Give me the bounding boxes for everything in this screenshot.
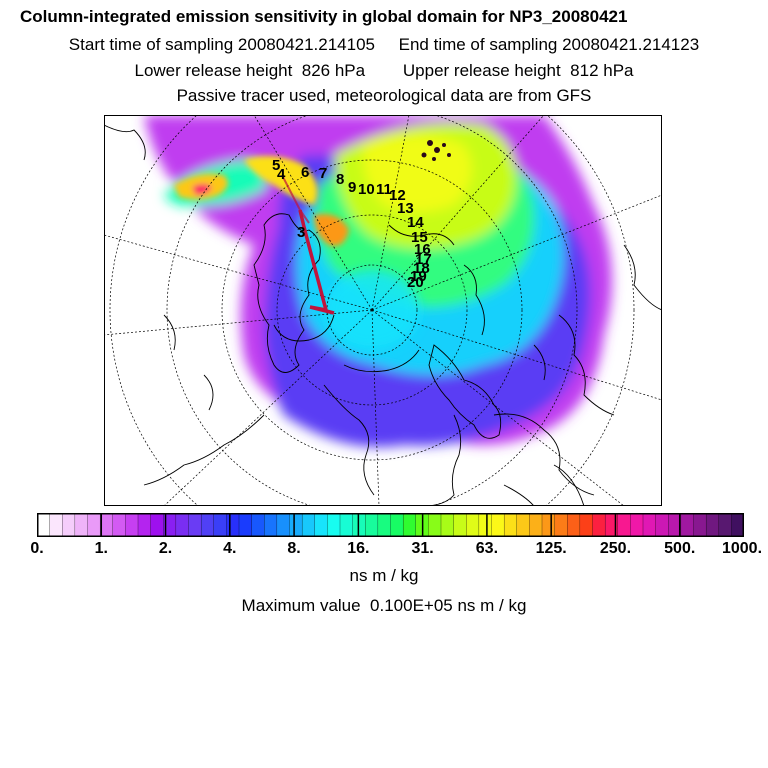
colorbar-cell [630, 513, 644, 537]
trajectory-label: 7 [319, 165, 327, 182]
trajectory-label: 6 [301, 164, 309, 181]
colorbar-tick-label: 500. [664, 540, 696, 557]
sampling-times: Start time of sampling 20080421.214105 E… [68, 35, 700, 54]
colorbar-cell [37, 513, 51, 537]
colorbar-cell [705, 513, 720, 537]
trajectory-label: 12 [389, 187, 406, 204]
colorbar-cell [529, 513, 543, 537]
high-sensitivity-patches [421, 140, 451, 161]
colorbar-cell [238, 513, 253, 537]
trajectory-label: 16 [414, 241, 431, 258]
trajectory-label: 5 [272, 157, 280, 174]
trajectory-labels: 3 5 4 6 7 8 9 10 11 12 13 14 15 16 17 18… [272, 157, 432, 291]
colorbar-cell [491, 513, 505, 537]
sensitivity-map: 3 5 4 6 7 8 9 10 11 12 13 14 15 16 17 18… [104, 115, 662, 506]
colorbar-tick-label: 0. [30, 540, 44, 557]
colorbar-cell [74, 513, 88, 537]
colorbar-cell [188, 513, 202, 537]
maximum-value: Maximum value 0.100E+05 ns m / kg [241, 596, 527, 615]
colorbar-cell [49, 513, 63, 537]
colorbar-cell [175, 513, 189, 537]
colorbar-tick-label: 1. [94, 540, 108, 557]
colorbar-tick-label: 16. [347, 540, 370, 557]
colorbar-cell [264, 513, 278, 537]
trajectory-label: 15 [411, 229, 428, 246]
trajectory-label: 9 [348, 179, 356, 196]
colorbar-cell [99, 513, 114, 537]
colorbar-tick-label: 250. [599, 540, 632, 557]
colorbar-cell [137, 513, 152, 537]
colorbar-cell [327, 513, 341, 537]
trajectory-label: 11 [376, 181, 392, 198]
colorbar [37, 513, 744, 537]
colorbar-cell [301, 513, 316, 537]
colorbar-cell [200, 513, 215, 537]
graticule [104, 115, 662, 506]
colorbar-cell [428, 513, 442, 537]
colorbar-tick-label: 2. [158, 540, 173, 557]
trajectory-label: 14 [407, 214, 424, 231]
colorbar-cell [213, 513, 227, 537]
tracer-info: Passive tracer used, meteorological data… [176, 86, 592, 105]
colorbar-cell [226, 513, 240, 537]
colorbar-tick-label: 125. [535, 540, 567, 557]
colorbar-cell [655, 513, 669, 537]
colorbar-cell [339, 513, 354, 537]
colorbar-cell [541, 513, 556, 537]
trajectory-label: 20 [407, 274, 424, 291]
release-heights: Lower release height 826 hPa Upper relea… [134, 61, 634, 80]
colorbar-cell [87, 513, 101, 537]
colorbar-cell [617, 513, 631, 537]
colorbar-tick-label: 8. [287, 540, 301, 557]
trajectory-label: 13 [397, 200, 414, 217]
colorbar-cell [276, 513, 290, 537]
map-frame [104, 115, 662, 506]
colorbar-tick-label: 63. [475, 540, 499, 557]
trajectory-label: 8 [336, 171, 344, 188]
colorbar-units: ns m / kg [349, 566, 419, 585]
flight-track [298, 209, 335, 315]
colorbar-cell [731, 513, 744, 537]
colorbar-cell [402, 513, 417, 537]
colorbar-cell [579, 513, 593, 537]
emission-field [144, 115, 612, 447]
colorbar-cell [150, 513, 164, 537]
trajectory-label: 3 [297, 224, 305, 241]
colorbar-cell [365, 513, 379, 537]
colorbar-cell [693, 513, 707, 537]
colorbar-cell [567, 513, 581, 537]
coastlines [104, 124, 662, 506]
trajectory-label: 4 [277, 166, 286, 183]
figure-title: Column-integrated emission sensitivity i… [20, 7, 628, 26]
trajectory-label: 18 [413, 260, 430, 277]
colorbar-tick-label: 4. [223, 540, 237, 557]
colorbar-cell [554, 513, 568, 537]
colorbar-cell [62, 513, 76, 537]
trajectory-label: 10 [358, 181, 375, 198]
trajectory-label: 17 [415, 251, 432, 268]
colorbar-cell [112, 513, 126, 537]
colorbar-tick-label: 1000. [721, 540, 763, 557]
colorbar-cell [466, 513, 480, 537]
colorbar-cell [314, 513, 328, 537]
colorbar-cell [377, 513, 391, 537]
colorbar-cell [516, 513, 530, 537]
colorbar-cell [453, 513, 467, 537]
colorbar-cell [125, 513, 139, 537]
colorbar-cell [592, 513, 606, 537]
colorbar-cell [478, 513, 492, 537]
colorbar-tick-label: 31. [411, 540, 434, 557]
colorbar-cell [642, 513, 657, 537]
colorbar-tick-labels: 0. 1. 2. 4. 8. 16. 31. 63. 125. 250. 500. 1000. [0, 540, 768, 560]
colorbar-cell [718, 513, 732, 537]
colorbar-cell [289, 513, 303, 537]
colorbar-cell [251, 513, 265, 537]
colorbar-cell [390, 513, 404, 537]
trajectory-label: 19 [410, 268, 427, 285]
colorbar-cell [680, 513, 694, 537]
trajectory-centroid-line [281, 174, 310, 224]
colorbar-cell [440, 513, 455, 537]
colorbar-cell [503, 513, 518, 537]
